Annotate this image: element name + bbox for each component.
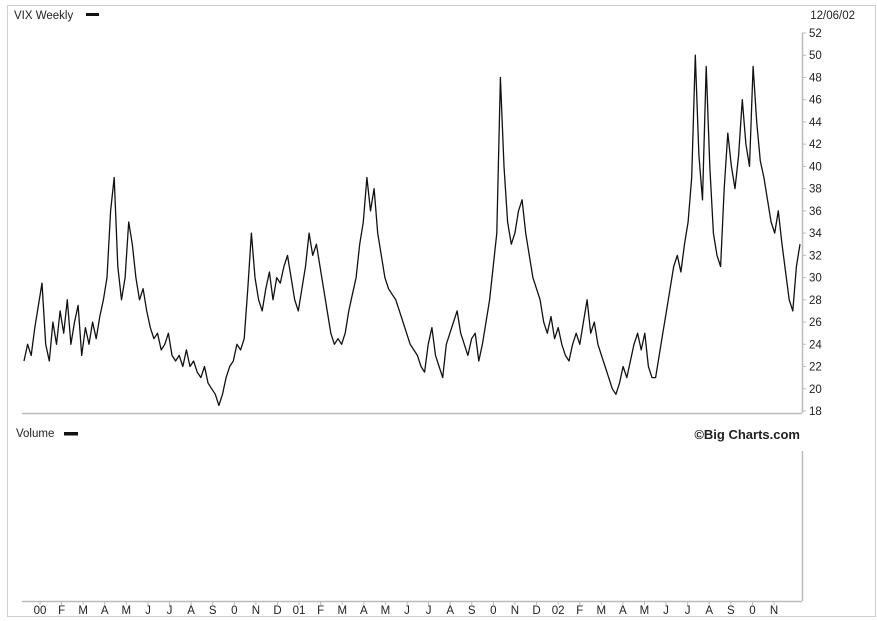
- y-tick-label: 46: [809, 95, 822, 107]
- x-tick-label: F: [58, 605, 65, 617]
- y-tick-label: 26: [809, 317, 822, 329]
- y-tick-label: 44: [809, 117, 822, 129]
- x-tick-label: 0: [231, 605, 237, 617]
- y-tick-label: 32: [809, 250, 822, 262]
- x-tick-label: J: [145, 605, 151, 617]
- x-tick-label: J: [685, 605, 691, 617]
- chart-date: 12/06/02: [810, 10, 855, 22]
- x-tick-label: N: [770, 605, 778, 617]
- y-axis-ticks: 18 20 22 24 26 28 30 32 34 36 38 40 42 44 46 48 50 52: [802, 28, 822, 418]
- x-tick-label: N: [252, 605, 260, 617]
- legend-swatch: [86, 13, 99, 16]
- y-tick-label: 24: [809, 339, 822, 351]
- x-tick-label: D: [532, 605, 540, 617]
- y-tick-label: 20: [809, 384, 822, 396]
- x-tick-label: A: [619, 605, 627, 617]
- copyright-text: ©Big Charts.com: [694, 427, 800, 442]
- x-tick-label: A: [705, 605, 713, 617]
- y-tick-label: 50: [809, 50, 822, 62]
- x-tick-label: 01: [293, 605, 306, 617]
- chart-title: VIX Weekly: [14, 10, 73, 22]
- y-tick-label: 38: [809, 184, 822, 196]
- x-tick-label: 02: [552, 605, 565, 617]
- x-tick-label: J: [426, 605, 432, 617]
- y-tick-label: 30: [809, 273, 822, 285]
- y-tick-label: 40: [809, 161, 822, 173]
- x-tick-label: M: [122, 605, 132, 617]
- x-tick-label: F: [317, 605, 324, 617]
- volume-label: Volume: [16, 428, 54, 440]
- y-tick-label: 42: [809, 139, 822, 151]
- x-tick-label: S: [209, 605, 217, 617]
- vix-series-line: [23, 54, 801, 407]
- x-tick-label: A: [360, 605, 368, 617]
- x-tick-label: M: [596, 605, 606, 617]
- y-tick-label: 48: [809, 72, 822, 84]
- x-tick-label: 0: [749, 605, 755, 617]
- x-tick-label: M: [640, 605, 650, 617]
- x-tick-label: M: [78, 605, 88, 617]
- y-tick-label: 22: [809, 362, 822, 374]
- x-tick-label: 0: [490, 605, 496, 617]
- x-tick-label: J: [404, 605, 410, 617]
- x-tick-label: J: [167, 605, 173, 617]
- x-tick-label: S: [727, 605, 735, 617]
- x-tick-label: A: [446, 605, 454, 617]
- x-tick-label: S: [468, 605, 476, 617]
- x-tick-label: D: [273, 605, 281, 617]
- x-tick-label: A: [101, 605, 109, 617]
- y-tick-label: 36: [809, 206, 822, 218]
- x-tick-label: M: [337, 605, 347, 617]
- x-tick-label: J: [663, 605, 669, 617]
- x-tick-label: A: [187, 605, 195, 617]
- chart-frame: [7, 5, 876, 617]
- x-tick-label: N: [511, 605, 519, 617]
- y-tick-label: 34: [809, 228, 822, 240]
- y-tick-label: 28: [809, 295, 822, 307]
- x-tick-label: F: [576, 605, 583, 617]
- x-axis-ticks: 00 F M A M J J A S 0 N D 01 F M A M J J A S 0 N D 02 F M A M J J A S 0 N: [34, 601, 778, 617]
- volume-legend-swatch: [64, 432, 78, 436]
- x-tick-label: M: [381, 605, 391, 617]
- y-tick-label: 18: [809, 406, 822, 418]
- y-tick-label: 52: [809, 28, 822, 40]
- x-tick-label: 00: [34, 605, 47, 617]
